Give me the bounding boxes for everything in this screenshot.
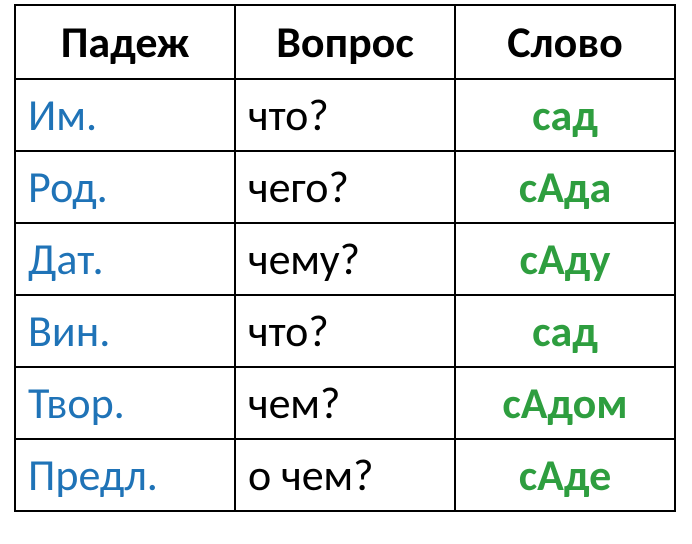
table-row: Твор. чем? сАдом bbox=[15, 367, 675, 439]
table-header-row: Падеж Вопрос Слово bbox=[15, 5, 675, 79]
case-cell: Дат. bbox=[15, 223, 235, 295]
question-cell: что? bbox=[235, 79, 455, 151]
case-cell: Вин. bbox=[15, 295, 235, 367]
declension-table: Падеж Вопрос Слово Им. что? сад Род. чег… bbox=[14, 4, 676, 512]
case-cell: Предл. bbox=[15, 439, 235, 511]
table-row: Род. чего? сАда bbox=[15, 151, 675, 223]
question-cell: чего? bbox=[235, 151, 455, 223]
word-cell: сАдом bbox=[455, 367, 675, 439]
word-cell: сад bbox=[455, 295, 675, 367]
word-cell: сАда bbox=[455, 151, 675, 223]
word-cell: сАде bbox=[455, 439, 675, 511]
case-cell: Род. bbox=[15, 151, 235, 223]
table-row: Предл. о чем? сАде bbox=[15, 439, 675, 511]
question-cell: чем? bbox=[235, 367, 455, 439]
word-cell: сАду bbox=[455, 223, 675, 295]
case-cell: Твор. bbox=[15, 367, 235, 439]
question-cell: чему? bbox=[235, 223, 455, 295]
table-row: Им. что? сад bbox=[15, 79, 675, 151]
table-row: Дат. чему? сАду bbox=[15, 223, 675, 295]
case-cell: Им. bbox=[15, 79, 235, 151]
header-question: Вопрос bbox=[235, 5, 455, 79]
table-row: Вин. что? сад bbox=[15, 295, 675, 367]
header-case: Падеж bbox=[15, 5, 235, 79]
word-cell: сад bbox=[455, 79, 675, 151]
question-cell: что? bbox=[235, 295, 455, 367]
question-cell: о чем? bbox=[235, 439, 455, 511]
header-word: Слово bbox=[455, 5, 675, 79]
